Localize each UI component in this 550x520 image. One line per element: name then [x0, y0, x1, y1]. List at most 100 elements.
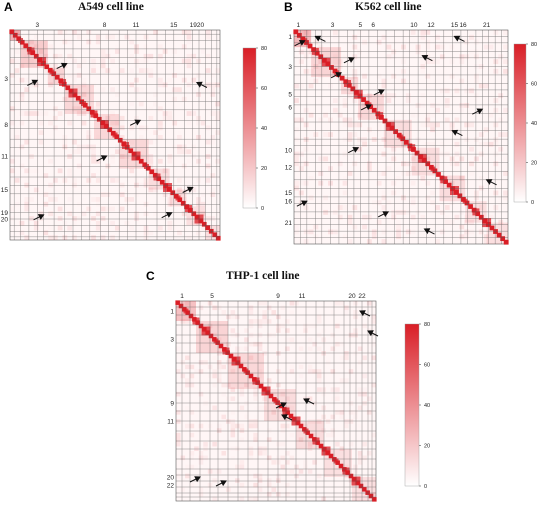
- diagonal-segment: [293, 29, 299, 35]
- heatmap-cell: [358, 424, 363, 429]
- heatmap-cell: [285, 396, 290, 401]
- heatmap-cell: [439, 54, 445, 60]
- heatmap-cell: [281, 324, 286, 329]
- heatmap-cell: [124, 197, 130, 202]
- heatmap-cell: [353, 328, 358, 333]
- heatmap-cell: [381, 171, 387, 176]
- arrow-icon: [33, 214, 45, 221]
- heatmap-cell: [57, 111, 63, 116]
- arrow-icon: [215, 480, 227, 487]
- left-chromosome-label: 9: [170, 401, 174, 408]
- heatmap-cell: [134, 63, 139, 68]
- heatmap-cell: [134, 211, 139, 217]
- heatmap-cell: [57, 53, 63, 59]
- heatmap-cell: [177, 154, 182, 159]
- heatmap-cell: [235, 478, 240, 483]
- heatmap-cell: [440, 142, 445, 147]
- heatmap-cell: [308, 337, 313, 342]
- heatmap-cell: [454, 161, 460, 167]
- arrow-icon: [377, 211, 390, 218]
- heatmap-cell: [43, 230, 49, 236]
- heatmap-cell: [134, 77, 139, 83]
- diagonal-segment: [75, 95, 81, 101]
- heatmap-cell: [10, 120, 15, 126]
- heatmap-cell: [196, 121, 201, 126]
- heatmap-cell: [210, 216, 216, 221]
- heatmap-cell: [226, 406, 231, 411]
- colorbar-gradient: [404, 323, 420, 487]
- heatmap-cell: [198, 391, 204, 397]
- heatmap-cell: [19, 144, 25, 150]
- heatmap-cell: [376, 200, 382, 206]
- heatmap-cell: [308, 195, 314, 201]
- heatmap-cell: [212, 383, 217, 388]
- heatmap-cell: [469, 219, 474, 225]
- heatmap-cell: [72, 30, 77, 35]
- heatmap-cell: [63, 221, 68, 226]
- heatmap-cell: [430, 191, 435, 196]
- diagonal-segment: [493, 229, 498, 234]
- heatmap-cell: [444, 205, 450, 210]
- heatmap-cell: [344, 473, 349, 479]
- top-chromosome-label: 20: [348, 293, 356, 300]
- heatmap-cell: [201, 49, 206, 54]
- heatmap-cell: [62, 144, 68, 150]
- heatmap-cell: [376, 219, 382, 225]
- heatmap-cell: [95, 34, 101, 40]
- heatmap-cell: [129, 197, 135, 202]
- heatmap-cell: [503, 59, 508, 65]
- heatmap-cell: [248, 305, 254, 311]
- heatmap-cell: [308, 112, 314, 118]
- heatmap-cell: [91, 235, 96, 240]
- heatmap-cell: [411, 229, 416, 234]
- heatmap-cell: [343, 98, 348, 103]
- heatmap-cell: [239, 460, 245, 465]
- diagonal-segment: [218, 343, 224, 349]
- heatmap-cell: [167, 115, 173, 121]
- heatmap-cell: [177, 135, 182, 140]
- heatmap-cell: [144, 235, 149, 240]
- heatmap-cell: [215, 82, 220, 88]
- heatmap-cell: [95, 101, 101, 107]
- diagonal-segment: [212, 232, 218, 238]
- heatmap-cell: [15, 59, 20, 64]
- diagonal-segment: [44, 64, 50, 70]
- heatmap-cell: [212, 478, 217, 483]
- diagonal-segment: [446, 182, 452, 188]
- heatmap-cell: [196, 58, 201, 64]
- heatmap-cell: [454, 214, 460, 220]
- panel-title-b: K562 cell line: [355, 1, 422, 13]
- diagonal-segment: [298, 423, 304, 429]
- heatmap-cell: [91, 158, 96, 164]
- heatmap-cell: [205, 216, 211, 221]
- heatmap-cell: [382, 229, 387, 234]
- heatmap-cell: [321, 392, 326, 397]
- heatmap-cell: [143, 177, 149, 183]
- heatmap-cell: [196, 178, 201, 183]
- heatmap-cell: [172, 145, 177, 150]
- arrow-icon: [294, 39, 306, 47]
- heatmap-cell: [347, 132, 353, 137]
- heatmap-cell: [29, 154, 34, 159]
- heatmap-cell: [401, 69, 406, 74]
- heatmap-cell: [353, 410, 358, 415]
- heatmap-cell: [48, 159, 53, 164]
- heatmap-cell: [391, 49, 397, 55]
- heatmap-cell: [196, 92, 201, 97]
- heatmap-cell: [119, 125, 125, 131]
- heatmap-cell: [120, 106, 125, 111]
- heatmap-cell: [91, 68, 96, 73]
- heatmap-cell: [186, 111, 192, 116]
- heatmap-cell: [257, 473, 263, 479]
- heatmap-cell: [348, 195, 353, 200]
- heatmap-cell: [194, 446, 199, 451]
- heatmap-cell: [290, 365, 295, 370]
- heatmap-cell: [81, 92, 87, 97]
- heatmap-cell: [148, 115, 154, 121]
- heatmap-cell: [210, 140, 215, 145]
- heatmap-cell: [479, 234, 484, 239]
- heatmap-cell: [281, 428, 286, 433]
- heatmap-cell: [162, 192, 168, 198]
- heatmap-cell: [177, 230, 182, 236]
- heatmap-cell: [230, 369, 236, 374]
